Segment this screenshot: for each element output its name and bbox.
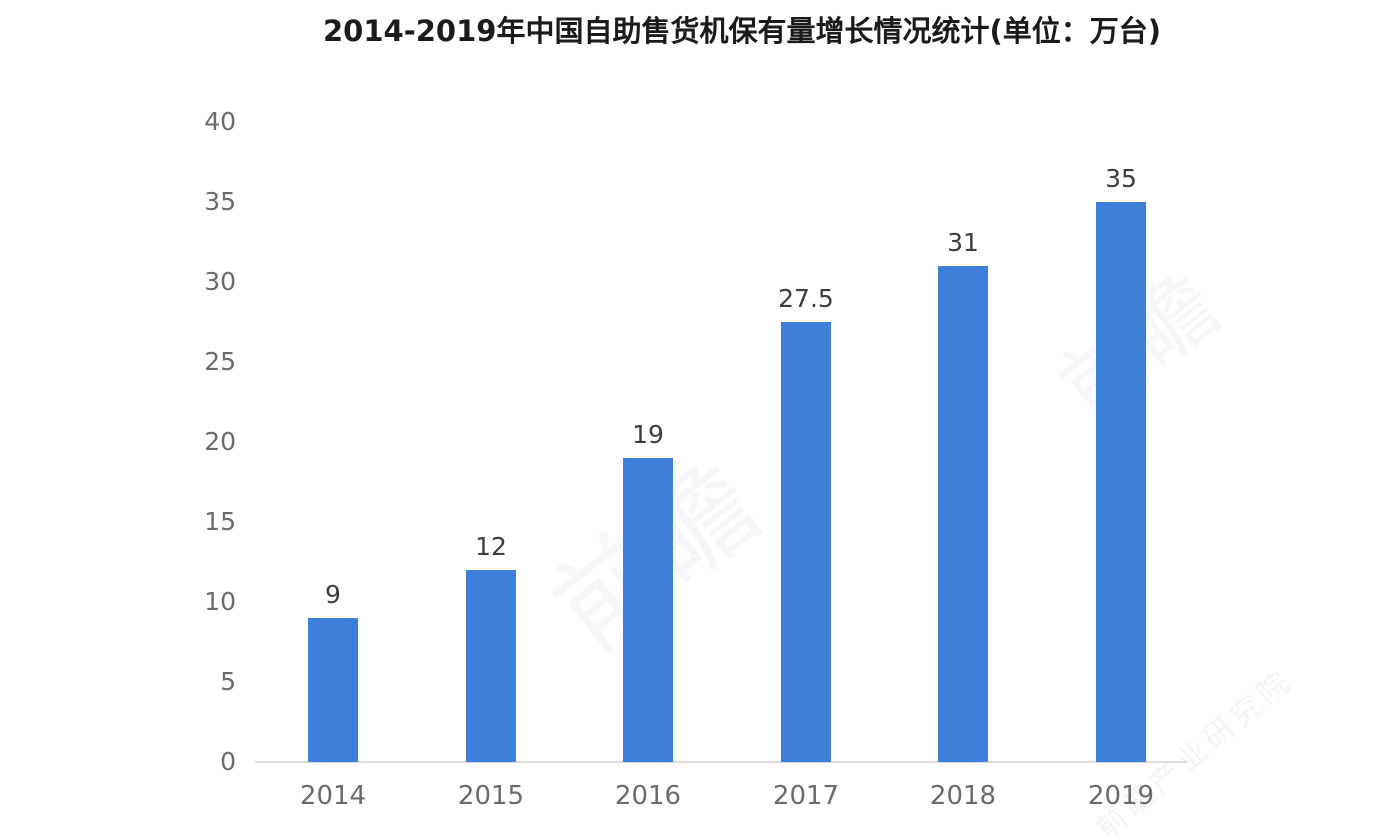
y-tick-label: 35 (204, 187, 236, 216)
bar-value-label: 27.5 (778, 284, 834, 313)
x-tick-label: 2017 (772, 781, 840, 811)
x-tick-label: 2018 (929, 781, 997, 811)
bar-value-label: 19 (632, 420, 664, 449)
bar (308, 618, 358, 762)
y-tick-label: 15 (204, 507, 236, 536)
x-tick-label: 2014 (299, 781, 367, 811)
y-tick-label: 20 (204, 427, 236, 456)
y-tick-label: 0 (220, 747, 236, 776)
bar-value-label: 31 (947, 228, 979, 257)
bar (938, 266, 988, 762)
x-tick-label: 2015 (457, 781, 525, 811)
x-tick-label: 2016 (614, 781, 682, 811)
y-tick-label: 5 (220, 667, 236, 696)
y-tick-label: 10 (204, 587, 236, 616)
bar (781, 322, 831, 762)
bar (1096, 202, 1146, 762)
bar (623, 458, 673, 762)
bar-value-label: 12 (475, 532, 507, 561)
bar (466, 570, 516, 762)
y-tick-label: 40 (204, 107, 236, 136)
x-tick-label: 2019 (1087, 781, 1155, 811)
chart-title: 2014-2019年中国自助售货机保有量增长情况统计(单位：万台) (323, 14, 1161, 48)
bar-value-label: 9 (325, 580, 341, 609)
x-axis-line (255, 761, 1187, 763)
y-tick-label: 25 (204, 347, 236, 376)
bar-value-label: 35 (1105, 164, 1137, 193)
y-tick-label: 30 (204, 267, 236, 296)
